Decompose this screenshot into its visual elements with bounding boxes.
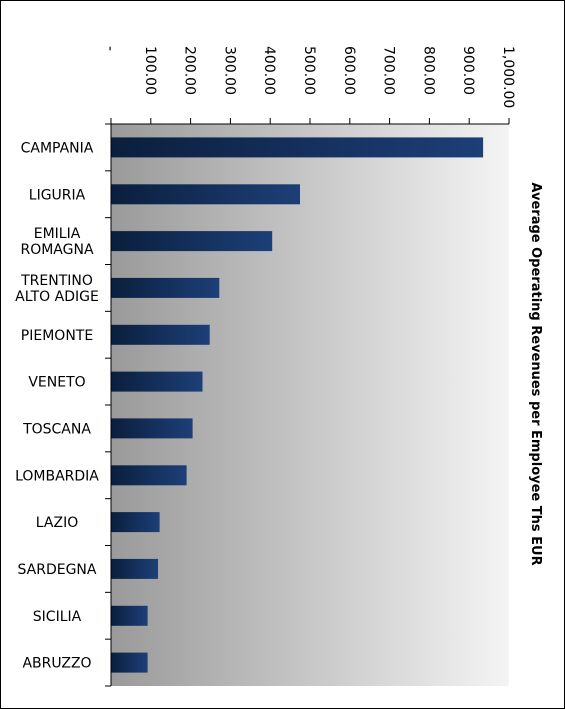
plot-area [111,124,509,686]
chart-title: Average Operating Revenues per Employee … [528,182,543,565]
bar-toscana [111,418,193,439]
bar-lombardia [111,465,187,486]
tick-labels: - 100.00 200.00 300.00 400.00 500.00 600.00 700… [102,46,516,108]
value-tick-label: - [102,46,118,51]
bar-sardegna [111,558,158,579]
category-label: EMILIA ROMAGNA [20,226,93,258]
bar-sicilia [111,605,148,626]
value-tick-label: 1,000.00 [500,46,516,108]
bar-lazio [111,512,160,533]
bar-trentino-alto-adige [111,277,220,298]
value-tick-label: 400.00 [261,46,277,95]
value-tick-label: 300.00 [221,46,237,95]
category-label: ABRUZZO [22,656,91,672]
value-tick-label: 600.00 [341,46,357,95]
value-tick-label: 800.00 [420,46,436,95]
value-tick-label: 900.00 [460,46,476,95]
axes [105,118,510,687]
value-tick-label: 500.00 [301,46,317,95]
category-label: SARDEGNA [18,562,97,578]
value-tick-label: 100.00 [142,46,158,95]
bar-veneto [111,371,203,392]
category-label: CAMPANIA [21,140,94,156]
value-tick-label: 200.00 [182,46,198,95]
category-label: LAZIO [36,515,78,531]
bar-liguria [111,184,300,205]
category-label: PIEMONTE [21,328,93,344]
bar-piemonte [111,324,210,345]
category-label: SICILIA [33,609,82,625]
category-label: TRENTINO ALTO ADIGE [15,273,99,305]
bar-abruzzo [111,652,148,673]
value-tick-label: 700.00 [381,46,397,95]
category-label: VENETO [28,375,85,391]
bar-emilia-romagna [111,231,273,252]
category-label: TOSCANA [22,421,91,437]
category-label: LOMBARDIA [15,468,99,484]
bar-campania [111,137,484,158]
bars [111,137,484,673]
category-labels: CAMPANIA LIGURIA EMILIA ROMAGNA TRENTINO ALTO… [15,140,99,671]
category-label: LIGURIA [29,187,86,203]
